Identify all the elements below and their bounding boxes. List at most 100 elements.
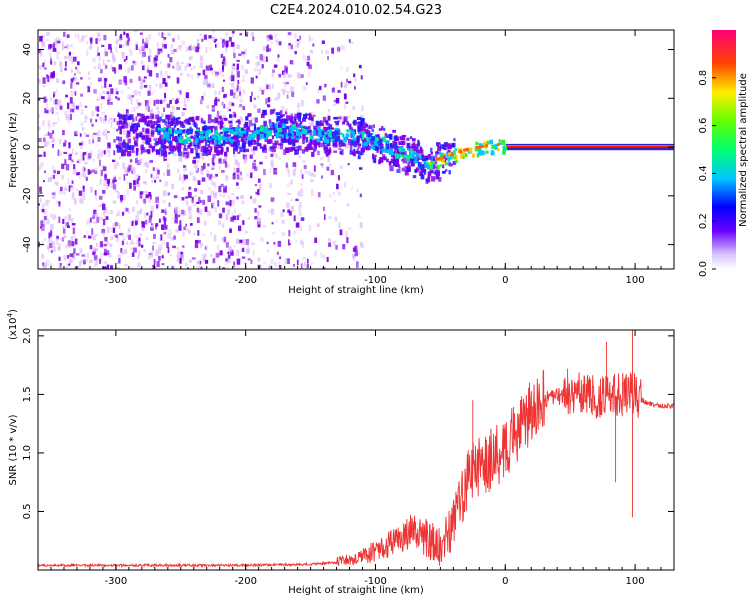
- spectrum-speckle: [120, 248, 123, 253]
- spectrum-speckle: [233, 208, 236, 214]
- spectrum-speckle: [80, 154, 83, 161]
- spectrum-speckle: [70, 44, 73, 48]
- spectrum-band-point: [118, 115, 123, 119]
- spectrum-speckle: [108, 144, 111, 147]
- spectrum-speckle: [92, 139, 95, 144]
- spectrum-speckle: [220, 183, 224, 187]
- ridge-point: [444, 162, 449, 166]
- spectrum-speckle: [41, 241, 43, 245]
- spectrum-speckle: [257, 108, 261, 113]
- spectrum-band-point: [363, 137, 367, 144]
- spectrum-speckle: [321, 175, 324, 179]
- spectrum-speckle: [104, 63, 108, 70]
- spectrum-speckle: [144, 181, 148, 185]
- ridge-point: [163, 136, 166, 142]
- spectrum-speckle: [215, 71, 219, 76]
- spectrum-speckle: [57, 149, 60, 156]
- ridge-point: [292, 124, 297, 128]
- ridge-point: [367, 137, 371, 143]
- spectrum-band-point: [392, 154, 396, 159]
- ridge-point: [325, 134, 329, 138]
- spectrum-speckle: [249, 154, 253, 159]
- spectrum-speckle: [39, 226, 42, 229]
- spectrum-speckle: [164, 97, 167, 103]
- spectrum-speckle: [236, 84, 239, 90]
- spectrum-speckle: [157, 48, 160, 55]
- spectrum-speckle: [177, 60, 179, 66]
- spectrum-speckle: [130, 239, 133, 244]
- spectrum-band-point: [199, 140, 204, 143]
- spectrum-band-point: [402, 157, 408, 164]
- spectrum-speckle: [116, 161, 120, 167]
- spectrum-speckle: [298, 40, 301, 43]
- spectrum-band-point: [156, 118, 159, 123]
- spectrum-band-point: [304, 146, 309, 152]
- spectrum-speckle: [204, 246, 207, 250]
- spectrum-speckle: [225, 47, 228, 54]
- spectrum-speckle: [161, 112, 165, 118]
- spectrum-speckle: [90, 217, 94, 220]
- spectrum-speckle: [258, 137, 263, 141]
- ridge-point: [213, 134, 217, 140]
- ridge-point: [241, 128, 245, 132]
- spectrum-speckle: [166, 103, 171, 108]
- spectrum-speckle: [132, 61, 137, 66]
- spectrum-band-point: [237, 120, 241, 125]
- ridge-point: [491, 150, 494, 153]
- spectrum-band-point: [170, 149, 174, 154]
- spectrum-speckle: [203, 220, 207, 226]
- spectrum-speckle: [121, 51, 125, 59]
- spectrum-speckle: [283, 71, 287, 78]
- spectrum-speckle: [128, 182, 132, 189]
- spectrum-band-point: [183, 152, 187, 155]
- spectrum-speckle: [152, 245, 154, 251]
- spectrum-band-point: [291, 146, 296, 151]
- spectrum-speckle: [172, 152, 177, 157]
- spectrum-speckle: [120, 81, 125, 85]
- spectrum-speckle: [296, 42, 300, 48]
- spectrum-speckle: [192, 65, 196, 69]
- spectrum-speckle: [206, 105, 209, 109]
- spectrum-speckle: [230, 74, 235, 82]
- ridge-point: [291, 134, 294, 140]
- ridge-point: [291, 128, 294, 134]
- spectrum-speckle: [176, 246, 179, 250]
- spectrum-speckle: [314, 165, 316, 172]
- ridge-point: [259, 134, 264, 139]
- spectrum-speckle: [162, 199, 166, 204]
- spectrum-speckle: [295, 239, 298, 243]
- ridge-point: [301, 128, 307, 134]
- spectrum-speckle: [64, 139, 67, 144]
- spectrum-speckle: [77, 172, 81, 175]
- colorbar-label: Normalized spectral amplitude: [738, 73, 749, 227]
- spectrum-speckle: [82, 169, 86, 176]
- spectrum-speckle: [172, 136, 176, 142]
- spectrum-speckle: [172, 38, 175, 42]
- spectrum-band-point: [271, 135, 275, 139]
- spectrum-speckle: [212, 36, 216, 41]
- spectrum-speckle: [275, 153, 278, 159]
- spectrum-speckle: [308, 170, 311, 176]
- spectrum-band-point: [313, 127, 318, 132]
- spectrum-speckle: [233, 167, 237, 172]
- spectrum-speckle: [109, 101, 113, 105]
- spectrum-speckle: [267, 84, 272, 90]
- spectrum-speckle: [80, 174, 85, 177]
- spectrum-speckle: [358, 214, 361, 218]
- spectrum-speckle: [283, 149, 287, 155]
- spectrum-band-point: [134, 122, 139, 126]
- spectrum-speckle: [343, 103, 346, 110]
- spectrum-speckle: [63, 188, 68, 191]
- spectrum-band-point: [394, 135, 398, 141]
- spectrum-speckle: [322, 206, 325, 212]
- spectrum-band-point: [395, 164, 399, 167]
- spectrum-speckle: [101, 44, 105, 48]
- spectrum-speckle: [250, 91, 253, 97]
- spectrum-speckle: [121, 240, 125, 246]
- spectrum-speckle: [78, 173, 81, 179]
- spectrum-speckle: [186, 200, 189, 206]
- spectrum-speckle: [50, 107, 54, 113]
- spectrum-speckle: [125, 173, 128, 176]
- spectrum-speckle: [152, 241, 156, 245]
- spectrum-speckle: [127, 228, 131, 233]
